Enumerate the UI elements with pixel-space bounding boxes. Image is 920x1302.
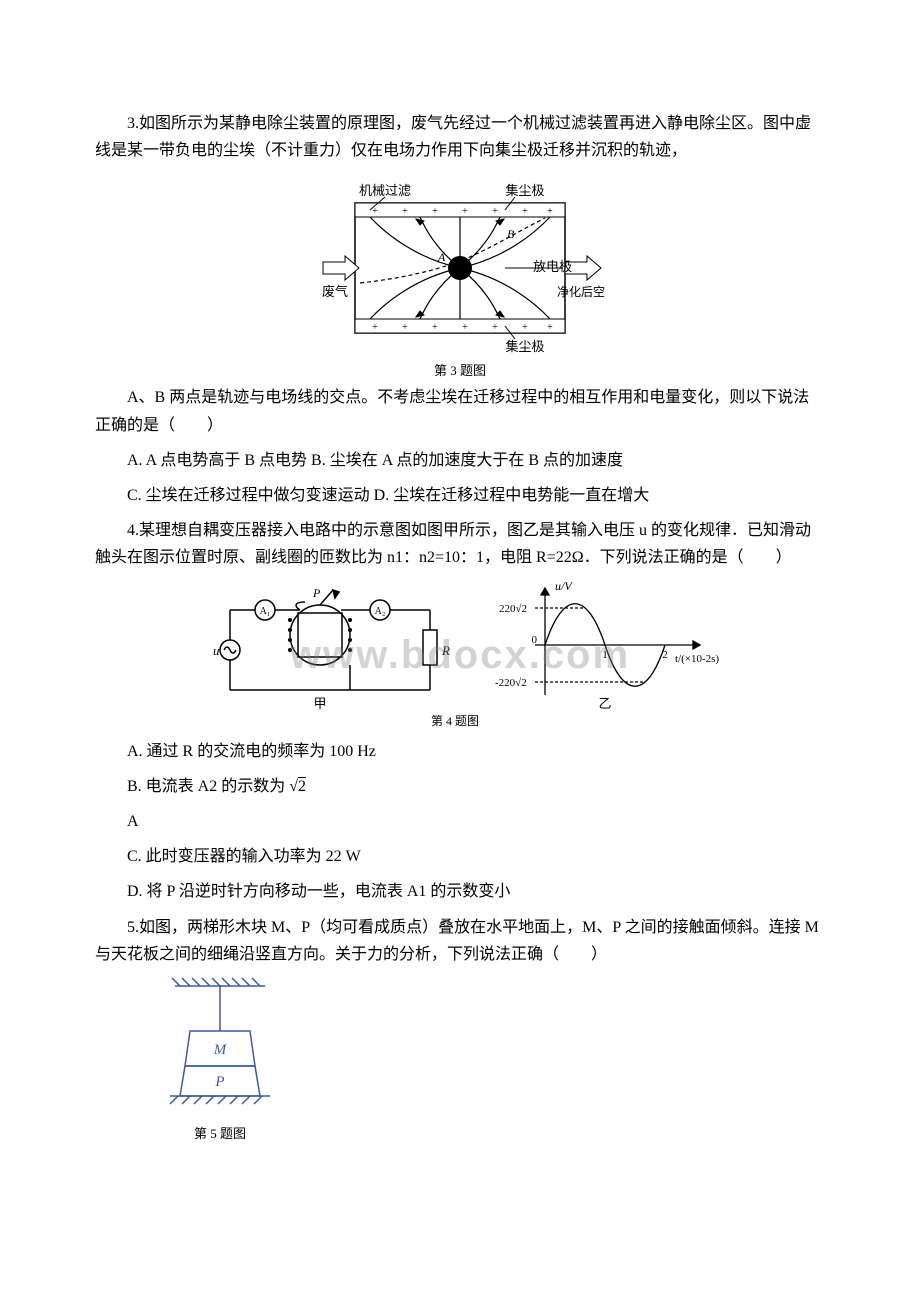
q3-point-a: A bbox=[437, 250, 446, 264]
q4-opt-c: C. 此时变压器的输入功率为 22 W bbox=[95, 843, 825, 870]
svg-text:+: + bbox=[402, 206, 408, 217]
svg-text:+: + bbox=[462, 322, 468, 333]
q4-axis-u: u/V bbox=[555, 580, 573, 593]
q4-u: u bbox=[213, 643, 220, 658]
q4-p: P bbox=[312, 586, 321, 600]
q5-label-p: P bbox=[214, 1074, 224, 1090]
q3-opt-cd: C. 尘埃在迁移过程中做匀变速运动 D. 尘埃在迁移过程中电势能一直在增大 bbox=[95, 482, 825, 509]
q3-label-bottom: 集尘极 bbox=[505, 339, 544, 354]
svg-text:+: + bbox=[462, 206, 468, 217]
q4-para-1: 4.某理想自耦变压器接入电路中的示意图如图甲所示，图乙是其输入电压 u 的变化规… bbox=[95, 517, 825, 571]
svg-text:+: + bbox=[547, 322, 553, 333]
q3-label-electrode: 放电极 bbox=[533, 259, 572, 274]
q5-para-1: 5.如图，两梯形木块 M、P（均可看成质点）叠放在水平地面上，M、P 之间的接触… bbox=[95, 914, 825, 968]
q4-opt-a: A. 通过 R 的交流电的频率为 100 Hz bbox=[95, 738, 825, 765]
q3-label-top: 集尘极 bbox=[505, 183, 544, 198]
q3-figure: +++ ++++ +++ ++++ A B bbox=[95, 178, 825, 382]
q3-para-2: A、B 两点是轨迹与电场线的交点。不考虑尘埃在迁移过程中的相互作用和电量变化，则… bbox=[95, 384, 825, 438]
q4-jia: 甲 bbox=[313, 696, 326, 711]
svg-text:+: + bbox=[522, 206, 528, 217]
q4-t2: 2 bbox=[662, 649, 668, 661]
q5-caption: 第 5 题图 bbox=[155, 1123, 285, 1145]
q4-figure: www.bdocx.com A₁ P bbox=[95, 580, 825, 730]
svg-text:+: + bbox=[492, 322, 498, 333]
svg-text:+: + bbox=[492, 206, 498, 217]
q4-tick-neg: -220√2 bbox=[495, 677, 527, 689]
q5-figure: M P 第 5 题图 bbox=[155, 976, 285, 1145]
q4-opt-d: D. 将 P 沿逆时针方向移动一些，电流表 A1 的示数变小 bbox=[95, 878, 825, 905]
q4-caption: 第 4 题图 bbox=[431, 714, 479, 728]
q4-yi: 乙 bbox=[598, 696, 611, 711]
q3-point-b: B bbox=[507, 227, 515, 241]
svg-text:+: + bbox=[432, 206, 438, 217]
q3-label-wastegas: 废气 bbox=[322, 284, 348, 299]
q4-opt-b2: A bbox=[95, 808, 825, 835]
svg-text:+: + bbox=[372, 322, 378, 333]
q4-tick-pos: 220√2 bbox=[499, 603, 527, 615]
q4-opt-b-sqrt: 2 bbox=[298, 778, 306, 795]
q4-t1: 1 bbox=[602, 649, 608, 661]
q4-opt-b: B. 电流表 A2 的示数为 √2 bbox=[95, 773, 825, 800]
q3-caption: 第 3 题图 bbox=[95, 360, 825, 382]
q4-a1: A₁ bbox=[260, 606, 271, 617]
q4-a2: A₂ bbox=[375, 606, 386, 617]
q4-axis-t: t/(×10-2s) bbox=[675, 653, 719, 665]
q3-label-filter: 机械过滤 bbox=[359, 183, 411, 198]
q3-label-cleanair: 净化后空气 bbox=[557, 284, 605, 299]
svg-text:+: + bbox=[522, 322, 528, 333]
q4-tick-zero: 0 bbox=[532, 634, 538, 646]
q4-opt-b-pre: B. 电流表 A2 的示数为 bbox=[127, 778, 289, 795]
svg-text:+: + bbox=[432, 322, 438, 333]
svg-text:+: + bbox=[547, 206, 553, 217]
q4-r: R bbox=[441, 643, 450, 658]
q3-opt-ab: A. A 点电势高于 B 点电势 B. 尘埃在 A 点的加速度大于在 B 点的加… bbox=[95, 447, 825, 474]
q3-para-1: 3.如图所示为某静电除尘装置的原理图，废气先经过一个机械过滤装置再进入静电除尘区… bbox=[95, 110, 825, 164]
q5-label-m: M bbox=[213, 1042, 228, 1058]
svg-text:+: + bbox=[402, 322, 408, 333]
